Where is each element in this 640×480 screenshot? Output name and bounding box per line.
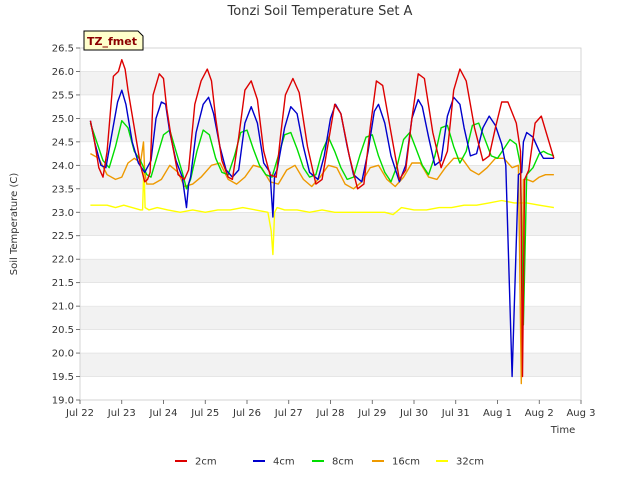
chart-title: Tonzi Soil Temperature Set A	[227, 4, 413, 19]
legend-label-16cm: 16cm	[392, 457, 420, 468]
grid-band	[80, 212, 581, 236]
legend-label-2cm: 2cm	[195, 457, 217, 468]
x-tick-label: Aug 2	[525, 408, 554, 419]
legend: 2cm 4cm 8cm 16cm 32cm	[175, 457, 484, 468]
x-tick-label: Jul 28	[316, 408, 345, 419]
series-line-8cm	[89, 119, 555, 326]
grid-band	[80, 165, 581, 189]
legend-label-8cm: 8cm	[332, 457, 354, 468]
x-tick-label: Jul 24	[149, 408, 178, 419]
series-lines	[89, 59, 555, 385]
x-axis-ticks: Jul 22 Jul 23 Jul 24 Jul 25 Jul 26 Jul 27 Jul …	[65, 400, 596, 419]
legend-label-32cm: 32cm	[456, 457, 484, 468]
badge-box	[83, 30, 144, 51]
grid-band	[80, 282, 581, 307]
station-badge: TZ_fmet	[83, 30, 144, 51]
x-tick-label: Jul 26	[232, 408, 261, 419]
y-tick-label: 25.5	[52, 90, 74, 101]
grid-band	[80, 376, 581, 400]
y-tick-label: 26.0	[52, 67, 74, 78]
grid-band	[80, 353, 581, 377]
grid-band	[80, 71, 581, 95]
grid-band	[80, 329, 581, 354]
y-tick-label: 23.5	[52, 184, 74, 195]
y-tick-label: 21.0	[52, 302, 74, 313]
y-tick-label: 24.5	[52, 137, 74, 148]
legend-label-4cm: 4cm	[273, 457, 295, 468]
grid-band	[80, 306, 581, 330]
x-tick-label: Jul 30	[399, 408, 428, 419]
x-tick-label: Aug 1	[483, 408, 512, 419]
x-tick-label: Jul 27	[274, 408, 303, 419]
x-tick-label: Aug 3	[566, 408, 595, 419]
grid-band	[80, 94, 581, 119]
y-tick-label: 19.5	[52, 372, 74, 383]
grid-band	[80, 259, 581, 283]
y-tick-label: 19.0	[52, 396, 74, 407]
y-tick-label: 26.5	[52, 44, 74, 55]
y-tick-label: 23.0	[52, 208, 74, 219]
x-axis-label: Time	[550, 425, 575, 436]
series-line-2cm	[89, 59, 555, 378]
y-axis-ticks: 19.0 19.5 20.0 20.5 21.0 21.5 22.0 22.5 23.0 23.5…	[52, 44, 80, 407]
y-axis-label: Soil Temperature (C)	[9, 173, 20, 276]
grid-bands	[80, 48, 581, 401]
y-tick-label: 20.5	[52, 325, 74, 336]
y-tick-label: 24.0	[52, 161, 74, 172]
badge-label: TZ_fmet	[87, 35, 137, 48]
y-tick-label: 25.0	[52, 114, 74, 125]
y-tick-label: 21.5	[52, 278, 74, 289]
y-tick-label: 22.0	[52, 255, 74, 266]
y-tick-label: 22.5	[52, 231, 74, 242]
y-tick-label: 20.0	[52, 349, 74, 360]
x-tick-label: Jul 29	[357, 408, 386, 419]
series-line-16cm	[90, 141, 554, 385]
x-tick-label: Jul 25	[190, 408, 219, 419]
x-tick-label: Jul 22	[65, 408, 94, 419]
grid-band	[80, 235, 581, 260]
series-line-32cm	[90, 164, 555, 256]
x-tick-label: Jul 31	[441, 408, 470, 419]
grid-band	[80, 141, 581, 166]
x-tick-label: Jul 23	[107, 408, 136, 419]
grid-band	[80, 48, 581, 72]
